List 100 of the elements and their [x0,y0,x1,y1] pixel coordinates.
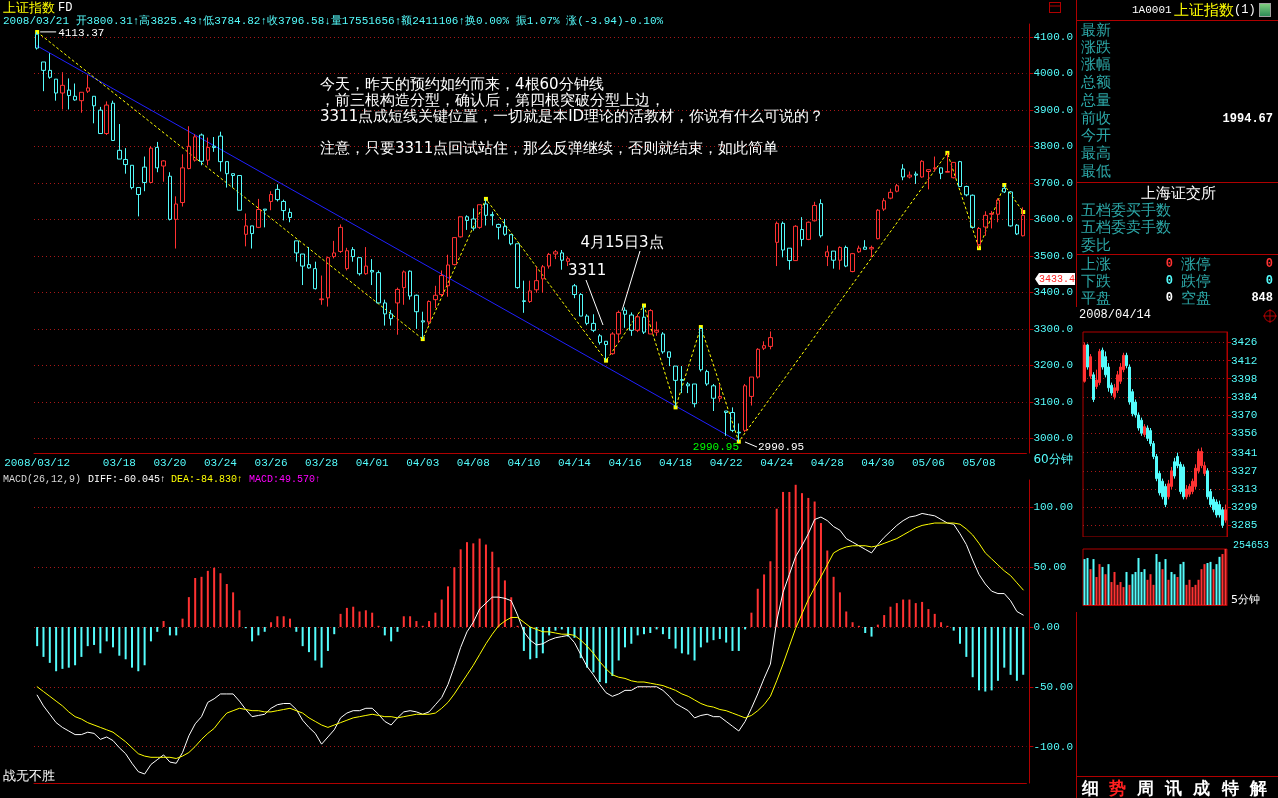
bar [364,610,367,628]
bar [390,627,393,642]
bar [206,570,209,628]
bar [870,627,873,637]
bar [314,627,317,661]
bar [402,616,405,628]
bar [990,627,993,691]
bar [813,501,816,628]
bar [1185,584,1188,605]
bar [149,627,152,642]
bar [80,627,83,657]
bar [1143,569,1146,605]
bar [826,550,829,628]
text: 848 [1251,291,1273,305]
bar [238,610,241,628]
text: 0 [1265,257,1273,271]
bar [649,627,652,633]
y-tick-label: 50.00 [1033,561,1067,574]
y-tick-label: 3356 [1231,427,1258,440]
bar [440,599,443,628]
bar [371,612,374,628]
bar [428,621,431,628]
bar [1137,557,1140,605]
bar [693,627,696,661]
bar [48,627,51,663]
bar [605,627,608,684]
bar [965,627,968,657]
bar [74,627,77,666]
bar [573,627,576,638]
bar [1188,579,1191,605]
text: 1A0001 [1132,4,1172,16]
bar [36,627,39,647]
bar [1128,584,1131,605]
bar [636,627,639,636]
bar [731,627,734,651]
x-axis-title: 5分钟 [1231,593,1260,606]
text: 前收 [1081,109,1111,127]
bar [503,580,506,628]
bar [933,613,936,628]
bar [472,543,475,628]
bar [1113,571,1116,605]
text: 最低 [1081,162,1111,180]
bar [497,567,500,628]
bar [541,627,544,654]
bar [864,627,867,633]
text: 最新 [1081,21,1111,39]
bar [1015,627,1018,681]
text: 解 [1250,778,1267,798]
text: 最高 [1081,144,1111,162]
bar [775,508,778,628]
bar [270,622,273,628]
bar [257,627,260,636]
text: 0 [1165,257,1173,271]
bar [1149,574,1152,605]
bar [554,627,557,631]
bar [447,586,450,628]
bar [459,549,462,628]
bar [1104,574,1107,605]
text: 周 [1137,778,1154,798]
bar [1107,564,1110,605]
y-tick-label: -100.0 [1033,740,1073,753]
bar [55,627,58,672]
y-tick-label: 3370 [1231,409,1258,422]
bar [1131,574,1134,605]
bar [851,622,854,628]
bar [1179,564,1182,605]
bar [1086,557,1089,605]
bar [415,621,418,628]
text: 平盘 [1081,289,1111,307]
candlestick [1146,424,1149,442]
bar [478,538,481,628]
bar [611,627,614,677]
text: 下跌 [1081,272,1111,290]
bar [320,627,323,668]
bar [1089,569,1092,605]
bar [914,603,917,628]
bar [1161,569,1164,605]
candlestick [1182,463,1185,500]
text: 涨幅 [1081,55,1111,73]
bar [156,627,159,632]
y-tick-label: 3299 [1231,501,1258,514]
bar [339,613,342,628]
text: 0 [1165,274,1173,288]
bar [668,627,671,639]
bar [630,627,633,644]
bar [434,612,437,628]
text: (1) [1234,3,1256,17]
candlestick [1092,371,1095,403]
annotation: MACD:49.570↑ [249,473,322,485]
bar [680,627,683,654]
text: 总额 [1081,73,1111,91]
bar [333,627,336,635]
bar [383,627,386,636]
text: 254653 [1233,539,1270,551]
bar [484,544,487,628]
text: 涨停 [1181,255,1211,273]
bar [396,627,399,632]
text: 0 [1165,291,1173,305]
bar [67,627,70,668]
bar [491,551,494,628]
